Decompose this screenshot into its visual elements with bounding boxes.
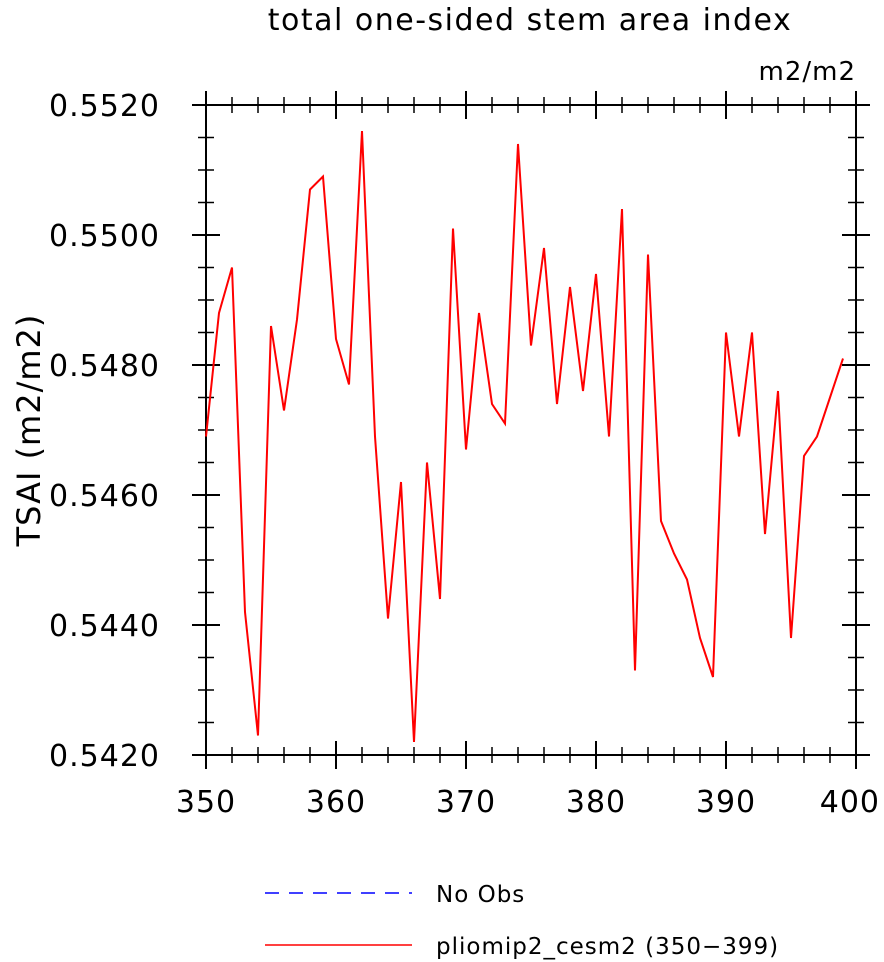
data-point — [803, 455, 805, 457]
data-point — [686, 579, 688, 581]
y-tick-label: 0.5500 — [49, 219, 160, 254]
data-point — [556, 403, 558, 405]
data-point — [218, 312, 220, 314]
data-point — [595, 273, 597, 275]
legend: No Obs pliomip2_cesm2 (350−399) — [265, 882, 779, 960]
data-point — [842, 358, 844, 360]
data-point — [426, 462, 428, 464]
y-axis-label: TSAI (m2/m2) — [10, 314, 48, 548]
data-point — [478, 312, 480, 314]
data-point — [764, 533, 766, 535]
data-point — [413, 741, 415, 743]
series-points — [205, 130, 844, 743]
data-point — [400, 481, 402, 483]
data-point — [634, 670, 636, 672]
data-point — [231, 267, 233, 269]
legend-label-pliomip2-cesm2: pliomip2_cesm2 (350−399) — [436, 934, 779, 960]
data-point — [452, 228, 454, 230]
data-point — [348, 384, 350, 386]
tick-marks — [192, 91, 870, 769]
series-line-pliomip2-cesm2 — [205, 130, 844, 743]
data-point — [374, 436, 376, 438]
data-point — [387, 618, 389, 620]
data-point — [829, 397, 831, 399]
data-point — [530, 345, 532, 347]
y-tick-label: 0.5460 — [49, 479, 160, 514]
data-point — [647, 254, 649, 256]
data-point — [244, 611, 246, 613]
data-point — [517, 143, 519, 145]
data-point — [673, 553, 675, 555]
data-point — [283, 410, 285, 412]
data-point — [504, 423, 506, 425]
x-tick-labels: 350 360 370 380 390 400 — [176, 785, 880, 820]
data-point — [335, 338, 337, 340]
data-point — [322, 176, 324, 178]
data-point — [777, 390, 779, 392]
y-tick-label: 0.5520 — [49, 89, 160, 124]
y-tick-label: 0.5420 — [49, 739, 160, 774]
data-point — [270, 325, 272, 327]
data-point — [582, 390, 584, 392]
chart-title: total one-sided stem area index — [268, 3, 792, 38]
data-point — [712, 676, 714, 678]
data-point — [621, 208, 623, 210]
data-point — [439, 598, 441, 600]
data-point — [361, 130, 363, 132]
x-tick-label: 390 — [696, 785, 756, 820]
x-tick-label: 380 — [566, 785, 626, 820]
units-label: m2/m2 — [759, 57, 857, 87]
data-point — [205, 436, 207, 438]
data-point — [465, 449, 467, 451]
x-tick-label: 360 — [306, 785, 366, 820]
x-tick-label: 400 — [820, 785, 880, 820]
legend-label-no-obs: No Obs — [436, 882, 525, 908]
data-point — [491, 403, 493, 405]
data-point — [660, 520, 662, 522]
x-tick-label: 370 — [436, 785, 496, 820]
data-point — [738, 436, 740, 438]
data-point — [543, 247, 545, 249]
x-tick-label: 350 — [176, 785, 236, 820]
data-point — [569, 286, 571, 288]
data-point — [309, 189, 311, 191]
y-tick-label: 0.5440 — [49, 609, 160, 644]
data-point — [296, 319, 298, 321]
data-point — [257, 735, 259, 737]
data-point — [608, 436, 610, 438]
data-point — [816, 436, 818, 438]
data-point — [751, 332, 753, 334]
data-point — [699, 637, 701, 639]
data-point — [790, 637, 792, 639]
y-tick-labels: 0.5420 0.5440 0.5460 0.5480 0.5500 0.5520 — [49, 89, 160, 774]
y-tick-label: 0.5480 — [49, 349, 160, 384]
data-point — [725, 332, 727, 334]
